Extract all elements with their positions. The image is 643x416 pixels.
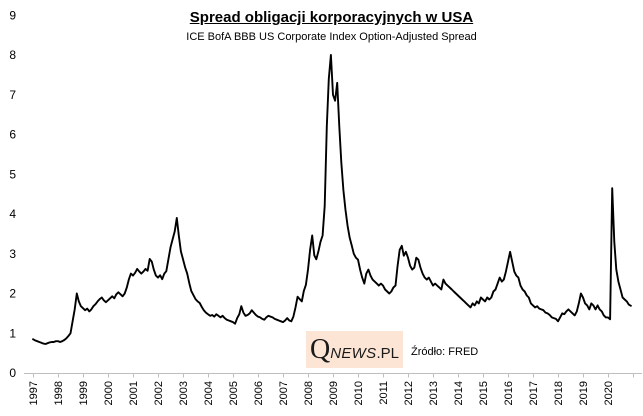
- x-axis-labels: 1997 1998 1999 2000 2001 2002 2003 2004 2005 2006…: [28, 381, 615, 405]
- logo-pl-text: .PL: [376, 345, 399, 362]
- logo-news-text: NEWS: [330, 345, 377, 362]
- spread-line: [32, 54, 632, 345]
- qnews-logo: Q NEWS .PL: [306, 331, 403, 368]
- svg-text:0: 0: [9, 366, 16, 380]
- svg-text:2: 2: [9, 287, 16, 301]
- svg-text:2009: 2009: [328, 381, 340, 405]
- svg-text:1997: 1997: [28, 381, 40, 405]
- svg-text:2020: 2020: [603, 381, 615, 405]
- svg-text:2000: 2000: [103, 381, 115, 405]
- svg-text:7: 7: [9, 88, 16, 102]
- chart-subtitle: ICE BofA BBB US Corporate Index Option-A…: [186, 31, 477, 43]
- svg-text:1999: 1999: [78, 381, 90, 405]
- svg-text:2008: 2008: [303, 381, 315, 405]
- svg-text:2015: 2015: [478, 381, 490, 405]
- svg-text:2017: 2017: [528, 381, 540, 405]
- svg-text:4: 4: [9, 207, 16, 221]
- x-axis: [24, 373, 642, 378]
- svg-text:3: 3: [9, 247, 16, 261]
- svg-text:2013: 2013: [428, 381, 440, 405]
- svg-text:2012: 2012: [403, 381, 415, 405]
- svg-text:2014: 2014: [453, 381, 465, 405]
- svg-text:2018: 2018: [553, 381, 565, 405]
- source-label: Źródło: FRED: [411, 346, 479, 358]
- svg-text:1: 1: [9, 326, 16, 340]
- svg-text:2019: 2019: [578, 381, 590, 405]
- svg-text:6: 6: [9, 128, 16, 142]
- svg-text:1998: 1998: [53, 381, 65, 405]
- svg-text:2010: 2010: [353, 381, 365, 405]
- svg-text:5: 5: [9, 167, 16, 181]
- chart-title: Spread obligacji korporacyjnych w USA: [189, 9, 474, 26]
- svg-text:2016: 2016: [503, 381, 515, 405]
- y-axis-labels: 0 1 2 3 4 5 6 7 8 9: [9, 8, 16, 380]
- svg-text:2007: 2007: [278, 381, 290, 405]
- svg-text:2001: 2001: [128, 381, 140, 405]
- svg-text:2003: 2003: [178, 381, 190, 405]
- svg-text:2011: 2011: [378, 381, 390, 405]
- svg-text:2004: 2004: [203, 381, 215, 405]
- svg-text:9: 9: [9, 8, 16, 22]
- svg-text:8: 8: [9, 48, 16, 62]
- logo-letter-q: Q: [310, 334, 331, 365]
- svg-text:2005: 2005: [228, 381, 240, 405]
- svg-text:2006: 2006: [253, 381, 265, 405]
- svg-text:2002: 2002: [153, 381, 165, 405]
